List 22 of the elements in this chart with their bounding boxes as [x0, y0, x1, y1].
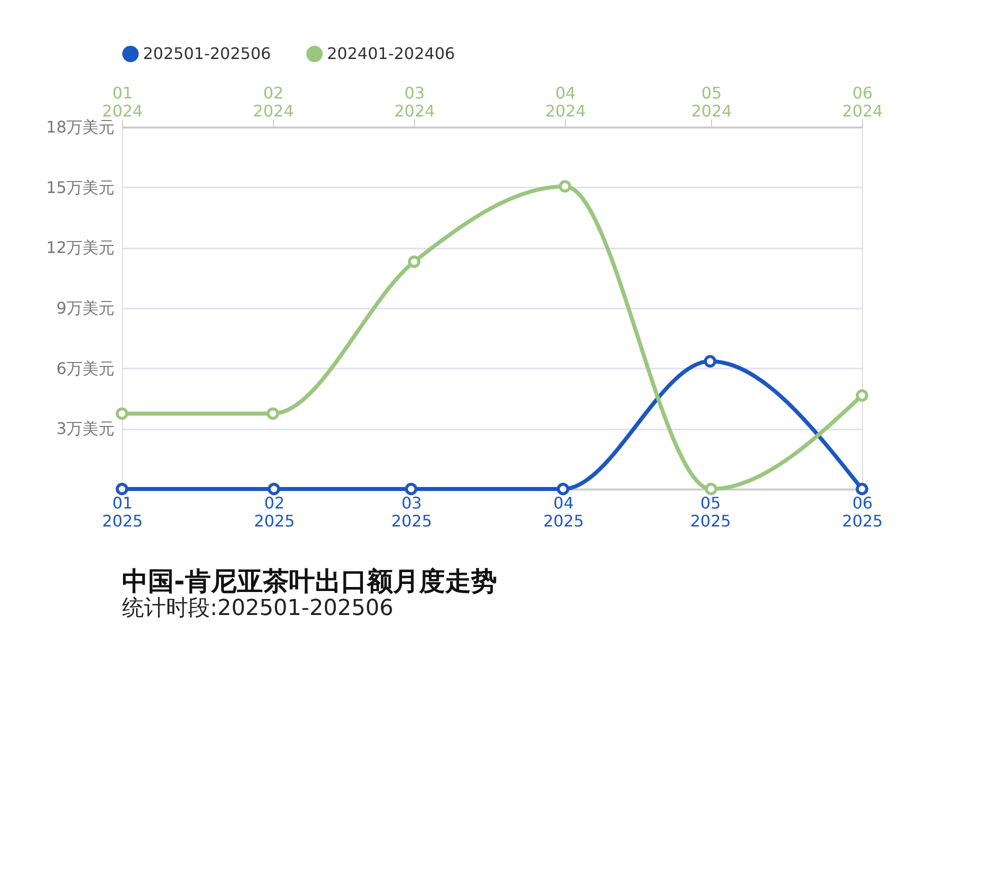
x-tick-label: 05 2025	[690, 494, 731, 530]
y-tick-label: 15万美元	[46, 178, 114, 197]
y-tick-label: 6万美元	[56, 358, 114, 378]
y-tick-label: 3万美元	[56, 419, 114, 438]
legend-label: 202401-202406	[327, 44, 455, 63]
y-tick-label: 9万美元	[56, 298, 114, 318]
x2-tick-label: 05 2024	[691, 84, 732, 120]
legend-label: 202501-202506	[143, 44, 271, 63]
x-tick-label: 04 2025	[543, 494, 584, 530]
x-tick-label: 03 2025	[391, 494, 432, 530]
x-tick-label: 06 2025	[842, 494, 883, 530]
x-tick-label: 02 2025	[254, 494, 295, 530]
x2-tick-label: 03 2024	[394, 84, 435, 120]
y-tick-label: 12万美元	[46, 238, 114, 258]
text: 统计时段:202501-202506	[122, 596, 394, 621]
y-tick-label: 18万美元	[46, 118, 114, 136]
text: 中国-肯尼亚茶叶出口额月度走势	[122, 567, 497, 597]
x2-tick-label: 02 2024	[253, 84, 294, 120]
x2-tick-label: 06 2024	[842, 84, 883, 120]
x2-tick-label: 04 2024	[545, 84, 586, 120]
x-tick-label: 01 2025	[102, 494, 143, 530]
x2-tick-label: 01 2024	[102, 84, 143, 120]
